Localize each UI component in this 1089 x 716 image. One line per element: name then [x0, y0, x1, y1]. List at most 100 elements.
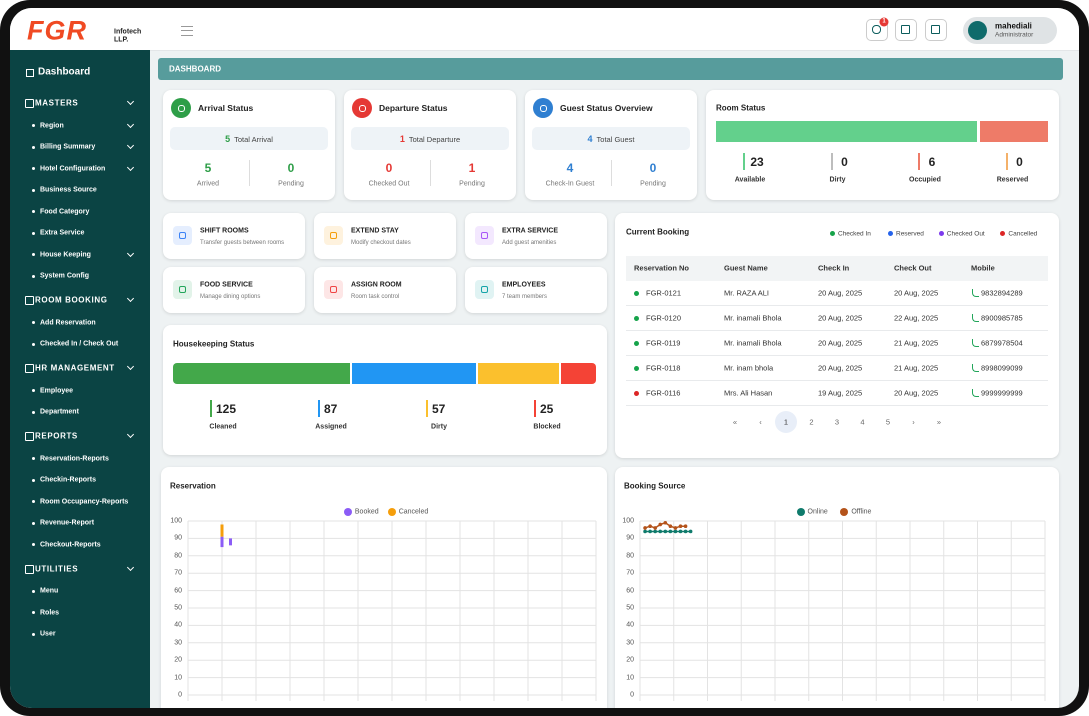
page-link[interactable]: ‹: [759, 417, 762, 427]
page-link[interactable]: 1: [783, 417, 789, 427]
nav-section[interactable]: REPORTS: [35, 431, 78, 441]
card[interactable]: [465, 213, 607, 259]
nav-item[interactable]: Food Category: [40, 208, 90, 215]
nav-item[interactable]: House Keeping: [40, 251, 91, 258]
nav-item[interactable]: Business Source: [40, 186, 97, 194]
calendar-button[interactable]: [895, 19, 917, 41]
column-header: Guest Name: [724, 263, 768, 273]
stat-label: Dirty: [829, 176, 846, 184]
nav-item[interactable]: Checkout-Reports: [40, 541, 101, 548]
bullet: [32, 188, 35, 192]
divider: [249, 160, 250, 186]
action-icon: [475, 280, 494, 299]
page-title-bar: [158, 58, 1063, 80]
card[interactable]: [314, 213, 456, 259]
y-tick-label: 60: [626, 587, 634, 595]
calendar-button[interactable]: [925, 19, 947, 41]
y-tick-label: 90: [174, 534, 182, 542]
status-dot: [634, 341, 639, 346]
row-divider: [626, 330, 1048, 331]
nav-section[interactable]: UTILITIES: [35, 564, 79, 573]
nav-item[interactable]: Department: [40, 408, 79, 416]
nav-item[interactable]: Checked In / Check Out: [40, 340, 119, 348]
card-title: Room Status: [716, 103, 766, 113]
total-box: [351, 127, 509, 150]
nav-item[interactable]: Hotel Configuration: [40, 165, 106, 172]
y-tick-label: 0: [630, 691, 634, 699]
table-cell: 20 Aug, 2025: [818, 313, 863, 323]
legend-label: Offline: [851, 508, 872, 516]
nav-item[interactable]: Checkin-Reports: [40, 476, 97, 484]
divider: [611, 160, 612, 186]
stat-label: Cleaned: [209, 423, 237, 431]
card[interactable]: [163, 213, 305, 259]
nav-item[interactable]: Revenue-Report: [40, 519, 95, 527]
table-cell: FGR-0121: [646, 288, 682, 298]
stat-label: Occupied: [909, 176, 941, 184]
action-title: EMPLOYEES: [502, 281, 546, 289]
page-link[interactable]: 2: [809, 417, 814, 427]
icon: [25, 364, 34, 373]
page-link[interactable]: ›: [912, 417, 915, 427]
stat-value: 57: [432, 402, 446, 416]
indicator: [830, 153, 833, 170]
y-tick-label: 0: [178, 691, 182, 699]
nav-item[interactable]: Room Occupancy-Reports: [40, 498, 129, 505]
nav-item[interactable]: Billing Summary: [40, 143, 96, 151]
nav-item[interactable]: User: [40, 630, 56, 638]
table-header: [626, 256, 1048, 281]
indicator: [534, 400, 536, 417]
card[interactable]: [314, 267, 456, 313]
nav-item[interactable]: System Config: [40, 272, 90, 280]
page-link[interactable]: »: [936, 417, 942, 427]
stat-value: 0: [1016, 155, 1023, 169]
nav-item[interactable]: Add Reservation: [40, 319, 96, 326]
page-link[interactable]: 5: [885, 417, 891, 427]
card-icon: [171, 98, 191, 118]
bullet: [32, 321, 35, 324]
nav-item[interactable]: Region: [40, 122, 64, 129]
status-dot: [634, 366, 639, 371]
page-link[interactable]: 3: [834, 417, 840, 427]
legend-label: Online: [807, 508, 828, 516]
row-divider: [626, 355, 1048, 356]
y-tick-label: 10: [626, 674, 634, 682]
table-cell: FGR-0116: [646, 388, 681, 398]
nav-item[interactable]: Dashboard: [38, 66, 91, 78]
card[interactable]: [163, 267, 305, 313]
user-role: Administrator: [995, 31, 1034, 39]
nav-section[interactable]: ROOM BOOKING: [35, 295, 108, 305]
indicator: [318, 400, 320, 417]
table-cell: 21 Aug, 2025: [894, 338, 939, 348]
page-link[interactable]: 4: [860, 417, 865, 427]
divider: [430, 160, 431, 186]
action-description: 7 team members: [502, 294, 548, 300]
menu-toggle[interactable]: [181, 26, 193, 36]
nav-section[interactable]: MASTERS: [35, 98, 79, 108]
total-box: [170, 127, 328, 150]
logo-tagline: Infotech: [114, 28, 142, 36]
page-link[interactable]: «: [732, 417, 738, 427]
nav-item[interactable]: Reservation-Reports: [40, 455, 109, 462]
nav-item[interactable]: Menu: [40, 587, 59, 595]
card[interactable]: [465, 267, 607, 313]
nav-item[interactable]: Employee: [40, 387, 74, 394]
stat-label: Check-In Guest: [545, 180, 595, 188]
table-cell: FGR-0119: [646, 338, 681, 348]
action-description: Add guest amenities: [502, 240, 557, 246]
page-title: DASHBOARD: [169, 64, 221, 74]
action-description: Modify checkout dates: [351, 240, 411, 246]
stat-label: Blocked: [533, 423, 561, 431]
nav-section[interactable]: HR MANAGEMENT: [35, 363, 115, 373]
action-icon: [324, 226, 343, 245]
total: 1 Total Departure: [400, 134, 460, 144]
stat-value: 6: [928, 155, 936, 169]
nav-item[interactable]: Roles: [40, 609, 60, 616]
stat-label: Checked Out: [368, 180, 410, 188]
total-label: Total Departure: [408, 135, 461, 144]
nav-item[interactable]: Extra Service: [40, 229, 85, 237]
card: [163, 325, 607, 455]
table-cell: 9999999999: [981, 388, 1023, 398]
bullet: [32, 167, 35, 170]
